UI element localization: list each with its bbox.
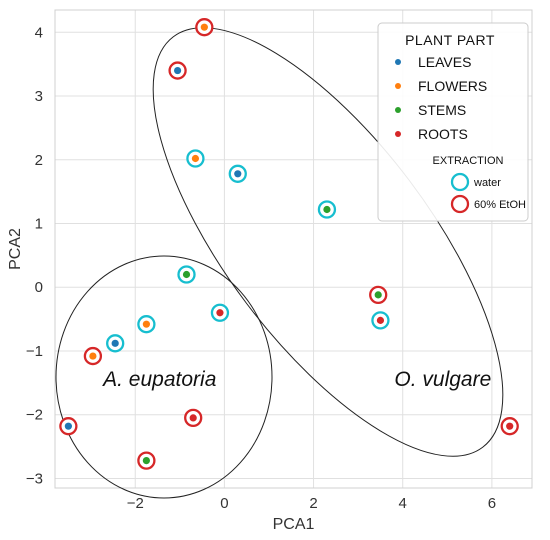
point-dot (173, 66, 182, 75)
point-dot (111, 339, 119, 347)
legend-label: LEAVES (418, 54, 471, 70)
legend-marker (395, 83, 401, 89)
y-tick-label: −3 (26, 470, 43, 487)
data-point (137, 451, 156, 470)
point-dot (191, 154, 200, 163)
data-point (106, 334, 125, 353)
point-dot (234, 170, 242, 178)
legend-label: STEMS (418, 102, 466, 118)
y-tick-label: 2 (35, 152, 43, 169)
data-point (184, 408, 203, 428)
data-point (186, 149, 205, 168)
group-label: A. eupatoria (101, 368, 216, 391)
y-tick-label: 3 (35, 88, 43, 105)
x-tick-label: 6 (488, 495, 496, 512)
data-point (317, 200, 337, 219)
legend-plant-parts: LEAVES FLOWERS STEMS ROOTS (395, 54, 487, 142)
legend-extraction-etoh: 60% EtOH (450, 194, 526, 214)
data-point (369, 285, 388, 305)
point-dot (506, 422, 514, 430)
point-dot (182, 270, 191, 279)
point-dot (89, 352, 97, 360)
legend-extraction-water: water (450, 172, 501, 192)
point-dot (200, 23, 208, 31)
legend-item-roots: ROOTS (395, 126, 468, 142)
point-dot (142, 320, 150, 328)
point-dot (374, 291, 382, 299)
data-points (59, 18, 519, 470)
data-point (228, 164, 247, 183)
x-tick-label: 4 (399, 495, 407, 512)
y-tick-label: 1 (35, 216, 43, 233)
legend-label: ROOTS (418, 126, 468, 142)
y-axis-label: PCA2 (7, 228, 24, 270)
legend-extractions: water 60% EtOH (450, 172, 526, 214)
group-label: O. vulgare (394, 368, 491, 391)
legend-item-flowers: FLOWERS (395, 78, 487, 94)
legend-label: FLOWERS (418, 78, 487, 94)
legend-item-stems: STEMS (395, 102, 466, 118)
plot-frame (54, 9, 533, 489)
data-point (371, 311, 390, 330)
x-tick-label: −2 (127, 495, 144, 512)
point-dot (142, 456, 150, 465)
tick-labels: −2 0 2 4 6 −3 −2 −1 0 1 2 3 4 (26, 24, 496, 512)
point-dot (216, 309, 224, 317)
point-dot (376, 316, 385, 324)
legend-ring (450, 172, 470, 192)
point-dot (323, 205, 331, 214)
data-point (210, 303, 230, 322)
legend-item-leaves: LEAVES (395, 54, 471, 70)
data-point (500, 417, 519, 436)
y-tick-label: 4 (35, 24, 43, 41)
legend-ring (450, 194, 470, 214)
y-tick-label: 0 (35, 279, 43, 296)
data-point (59, 417, 78, 436)
legend-label: 60% EtOH (474, 199, 526, 211)
point-dot (189, 414, 197, 422)
x-axis-label: PCA1 (273, 516, 315, 533)
y-tick-label: −1 (26, 343, 43, 360)
y-tick-label: −2 (26, 407, 43, 424)
legend: PLANT PART LEAVES FLOWERS STEMS ROOTS EXTRA… (377, 22, 529, 222)
x-tick-label: 0 (220, 495, 228, 512)
data-point (137, 315, 156, 334)
group-labels: A. eupatoria O. vulgare (101, 368, 491, 391)
data-point (177, 265, 196, 284)
legend-box (377, 22, 529, 222)
legend-extraction-title: EXTRACTION (433, 155, 504, 167)
legend-label: water (473, 177, 501, 189)
a-eupatoria-ellipse (55, 255, 273, 499)
data-point (195, 18, 214, 37)
legend-marker (395, 107, 401, 113)
point-dot (64, 422, 72, 430)
legend-marker (395, 131, 401, 137)
data-point (83, 346, 103, 366)
x-tick-label: 2 (309, 495, 317, 512)
legend-marker (395, 59, 401, 65)
data-point (168, 61, 187, 80)
legend-title: PLANT PART (405, 32, 495, 48)
